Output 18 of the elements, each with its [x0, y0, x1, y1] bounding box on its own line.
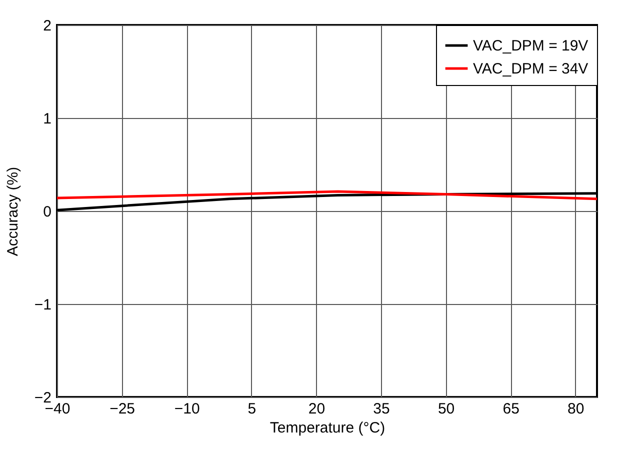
y-axis-title: Accuracy (%) [4, 166, 22, 256]
y-tick-label: −2 [34, 390, 52, 406]
y-tick-label: 2 [43, 18, 52, 34]
x-tick-label: 65 [502, 400, 520, 418]
x-tick-label: 80 [568, 400, 584, 418]
y-tick-label: 1 [43, 110, 52, 128]
x-axis-title: Temperature (°C) [270, 420, 386, 436]
legend-label: VAC_DPM = 34V [473, 60, 588, 78]
x-tick-label: 50 [438, 400, 455, 418]
legend-label: VAC_DPM = 19V [473, 38, 588, 54]
line-series [57, 190, 597, 200]
y-tick-label: −1 [34, 296, 52, 314]
x-tick-label: 20 [308, 400, 326, 418]
x-tick-label: 35 [373, 400, 390, 418]
x-tick-label: 5 [248, 400, 256, 418]
x-tick-label: −25 [110, 400, 136, 418]
x-tick-label: −10 [174, 400, 200, 418]
y-tick-label: 0 [43, 204, 52, 220]
